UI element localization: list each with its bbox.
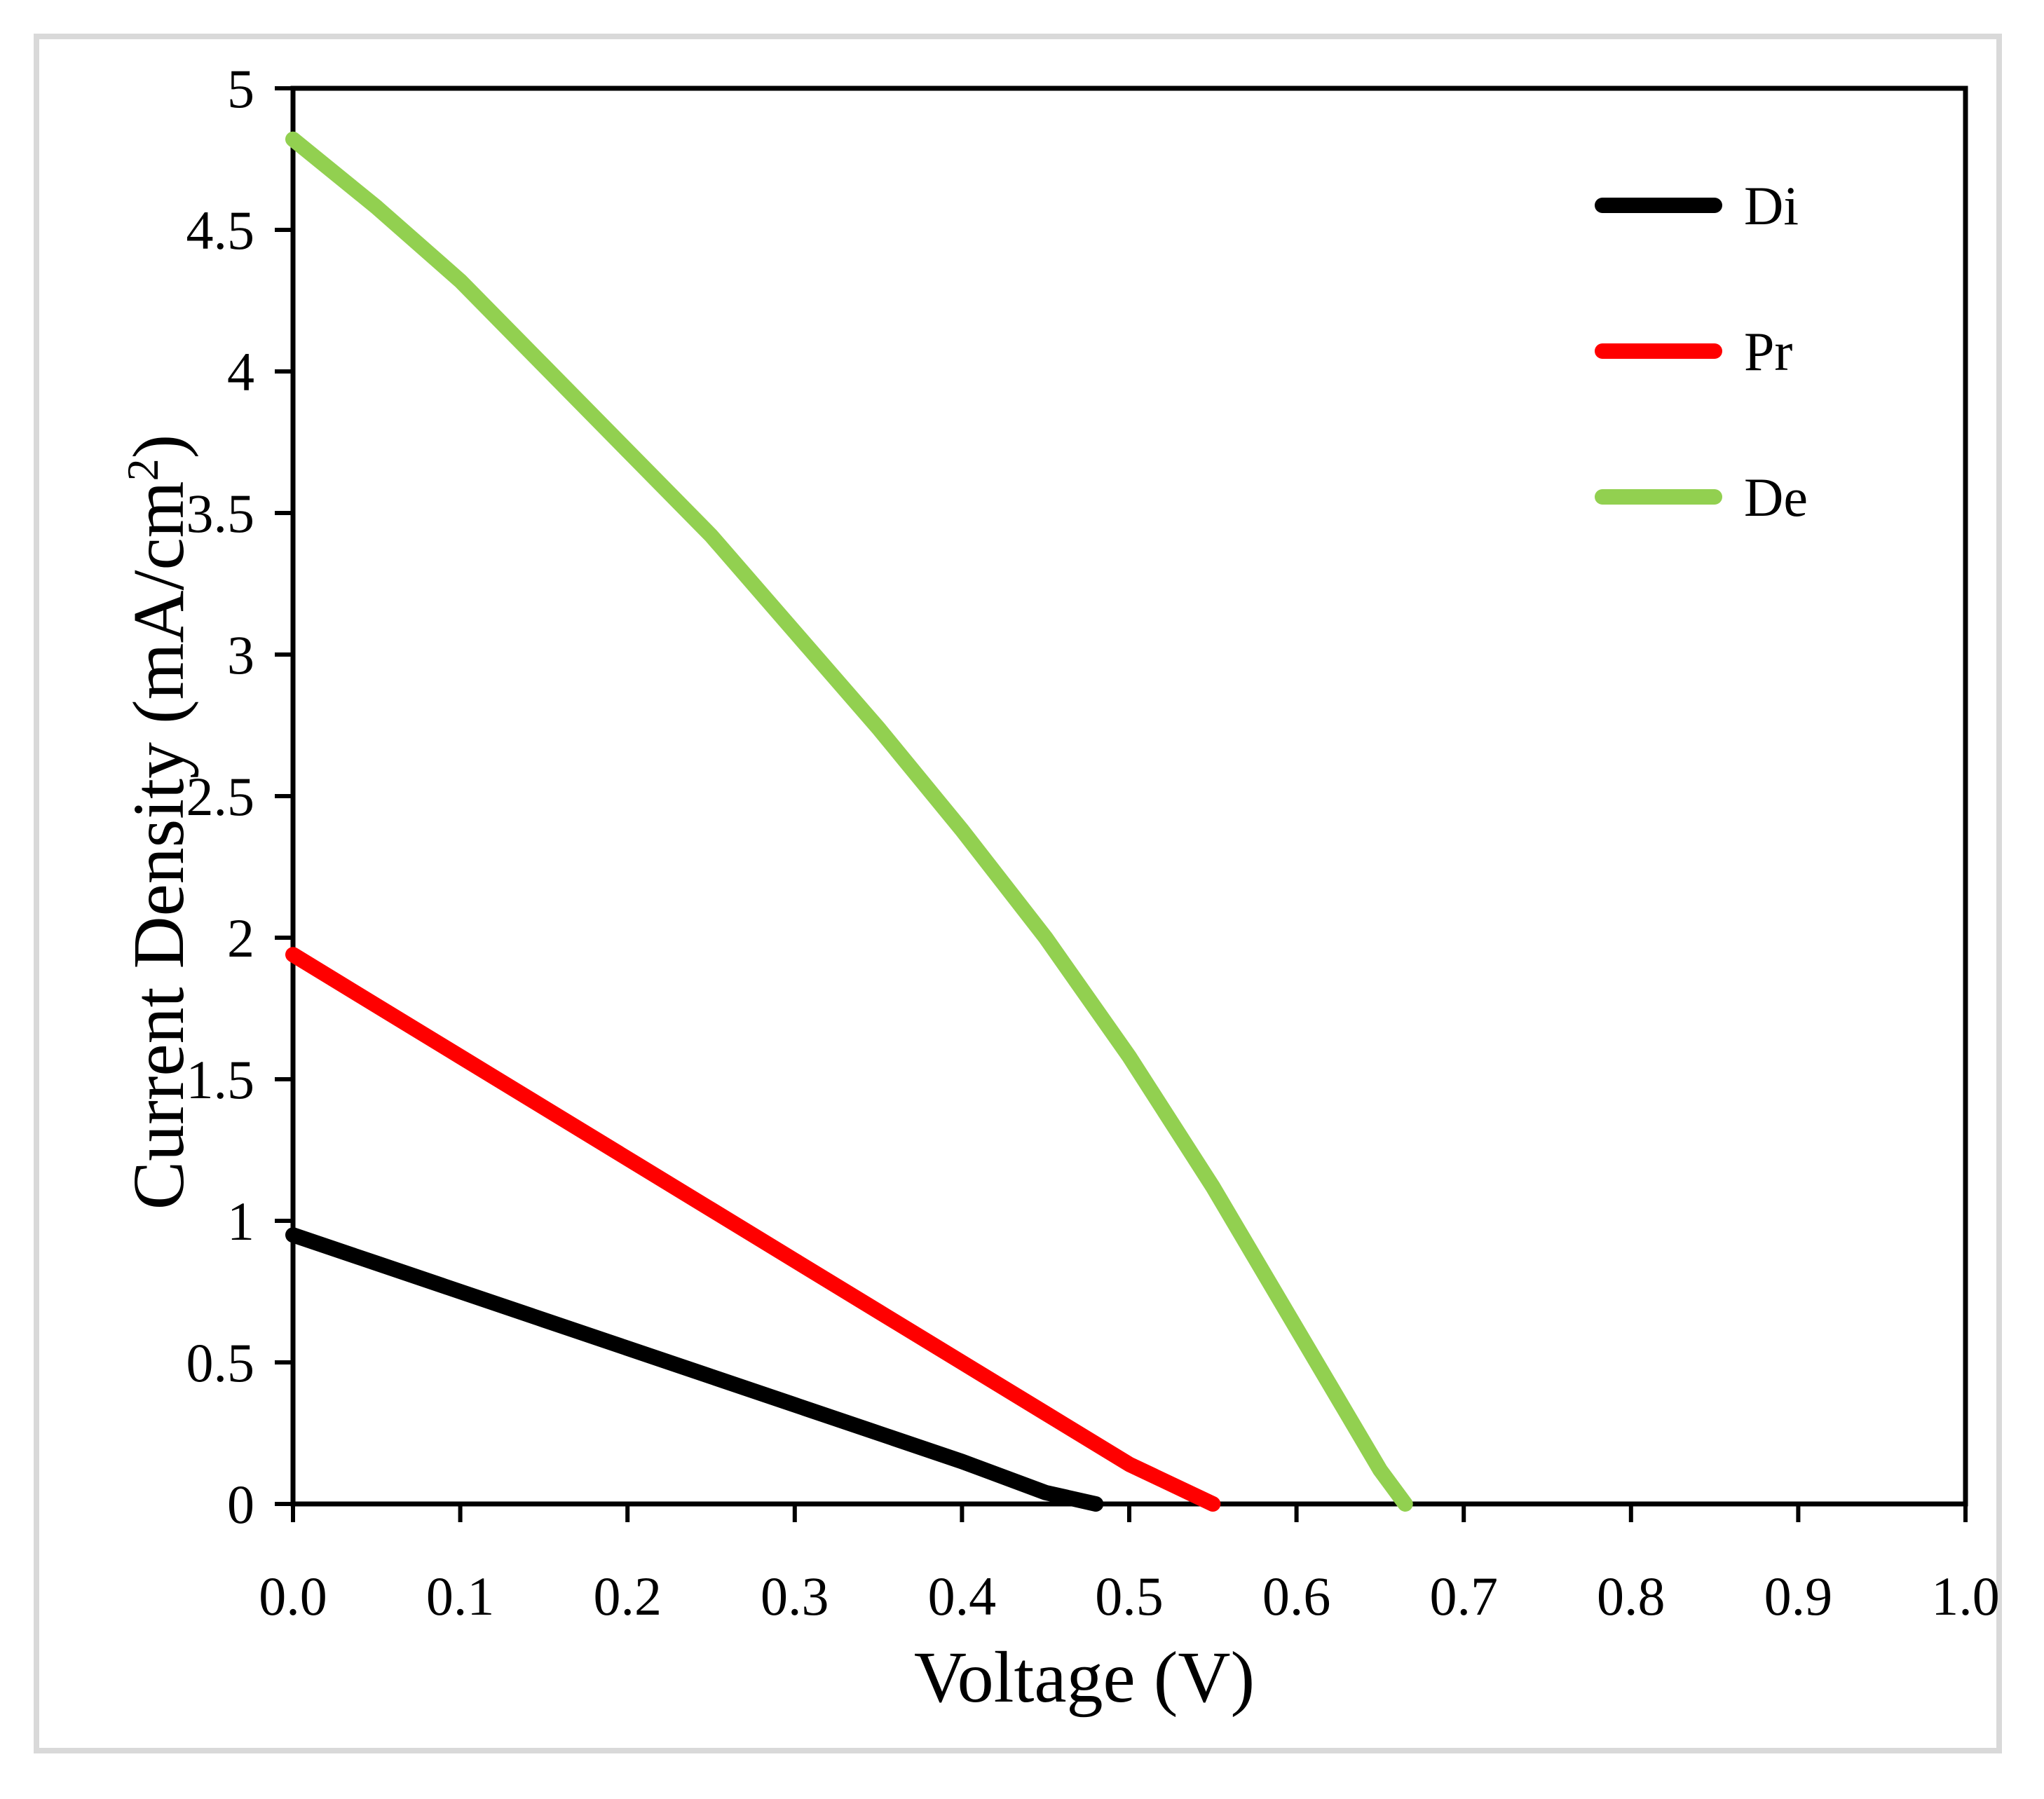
legend-label-de: De	[1744, 467, 1808, 528]
legend: Di Pr De	[1595, 175, 1808, 528]
chart-frame: 0.0 0.1 0.2 0.3 0.4 0.5 0.6 0.7 0.8 0.9 1.0 0 0.5 1 1.…	[34, 34, 2002, 1753]
y-tick-label: 4	[227, 341, 254, 402]
y-axis-title-close: )	[118, 435, 199, 459]
y-tick-label: 2.5	[186, 766, 255, 827]
y-tick-label: 3.5	[186, 483, 255, 544]
y-tick-label: 2	[227, 908, 254, 969]
y-axis-title-superscript: 2	[118, 458, 168, 481]
x-tick-label: 1.0	[1931, 1566, 2000, 1627]
x-axis-title: Voltage (V)	[914, 1637, 1255, 1718]
series-layer	[285, 131, 1413, 1512]
y-tick-label: 4.5	[186, 200, 255, 261]
x-tick-label: 0.5	[1095, 1566, 1164, 1627]
x-tick-label: 0.1	[426, 1566, 495, 1627]
axes-layer: 0.0 0.1 0.2 0.3 0.4 0.5 0.6 0.7 0.8 0.9 1.0 0 0.5 1 1.…	[186, 58, 2000, 1627]
y-tick-label: 0.5	[186, 1332, 255, 1393]
x-tick-label: 0.0	[259, 1566, 327, 1627]
series-line-de	[285, 131, 1413, 1512]
x-tick-label: 0.9	[1764, 1566, 1833, 1627]
series-line-di	[285, 1227, 1104, 1512]
legend-label-pr: Pr	[1744, 321, 1792, 382]
x-tick-label: 0.2	[593, 1566, 662, 1627]
y-tick-label: 0	[227, 1474, 254, 1535]
x-tick-label: 0.4	[928, 1566, 997, 1627]
y-tick-label: 3	[227, 624, 254, 685]
y-axis-title-main: Current Density (mA/cm	[118, 481, 199, 1210]
series-line-pr	[285, 947, 1221, 1512]
y-tick-label: 5	[227, 58, 254, 119]
x-tick-label: 0.6	[1262, 1566, 1331, 1627]
legend-label-di: Di	[1744, 175, 1799, 236]
plot-area-border	[290, 85, 1968, 1507]
y-axis-title: Current Density (mA/cm2)	[118, 435, 199, 1210]
x-tick-label: 0.7	[1429, 1566, 1498, 1627]
y-tick-label: 1	[227, 1191, 254, 1252]
x-tick-label: 0.8	[1597, 1566, 1665, 1627]
x-tick-label: 0.3	[761, 1566, 829, 1627]
jv-curve-chart: 0.0 0.1 0.2 0.3 0.4 0.5 0.6 0.7 0.8 0.9 1.0 0 0.5 1 1.…	[118, 58, 2000, 1718]
y-tick-label: 1.5	[186, 1049, 255, 1110]
